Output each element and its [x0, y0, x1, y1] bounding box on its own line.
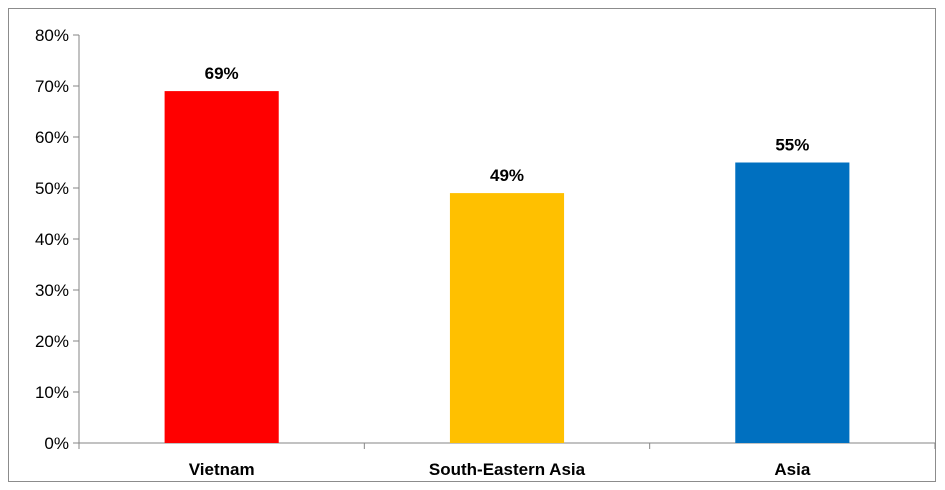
- x-axis: Vietnam South-Eastern Asia Asia: [78, 442, 936, 479]
- y-tick-label: 30%: [35, 281, 69, 300]
- data-label: 49%: [490, 166, 524, 185]
- category-label: Vietnam: [189, 460, 255, 479]
- y-tick-label: 50%: [35, 179, 69, 198]
- y-tick-label: 40%: [35, 230, 69, 249]
- y-tick-label: 70%: [35, 77, 69, 96]
- data-label: 55%: [775, 136, 809, 155]
- data-labels: 69% 49% 55%: [205, 64, 810, 185]
- bar-vietnam: [164, 91, 279, 443]
- category-label: Asia: [774, 460, 810, 479]
- y-axis: 0% 10% 20% 30% 40% 50% 60% 70% 80%: [35, 26, 80, 453]
- bar-asia: [735, 162, 850, 443]
- data-label: 69%: [205, 64, 239, 83]
- bars: [164, 91, 850, 443]
- y-tick-label: 0%: [44, 434, 69, 453]
- y-tick-label: 20%: [35, 332, 69, 351]
- y-tick-label: 60%: [35, 128, 69, 147]
- category-label: South-Eastern Asia: [429, 460, 586, 479]
- y-tick-label: 10%: [35, 383, 69, 402]
- bar-south-eastern-asia: [449, 193, 565, 443]
- y-tick-label: 80%: [35, 26, 69, 45]
